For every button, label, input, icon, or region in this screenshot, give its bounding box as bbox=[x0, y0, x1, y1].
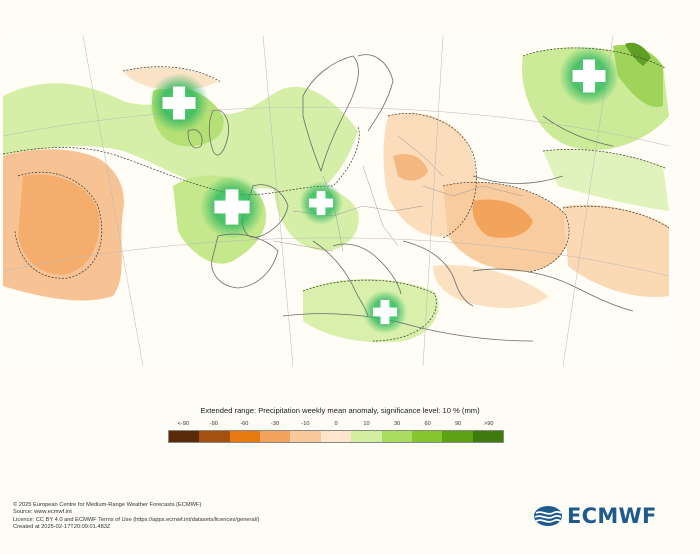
legend-tick-label: 90 bbox=[455, 421, 462, 427]
plus-marker-icon bbox=[559, 46, 619, 106]
legend-tick-label: -10 bbox=[301, 421, 310, 427]
coastlines bbox=[187, 54, 634, 342]
credits-source: Source: www.ecmwf.int bbox=[13, 509, 72, 516]
credits: © 2025 European Centre for Medium-Range … bbox=[13, 502, 259, 531]
legend-ticks: <-90 -90 -60 -30 -10 0 10 30 60 90 >90 bbox=[168, 421, 504, 430]
legend-swatch bbox=[320, 431, 352, 442]
legend-swatch bbox=[169, 431, 200, 442]
legend-tick-label: -90 bbox=[209, 421, 218, 427]
legend-title: Extended range: Precipitation weekly mea… bbox=[200, 406, 480, 415]
plus-marker-icon bbox=[363, 290, 407, 334]
ecmwf-logo: ECMWF bbox=[533, 504, 657, 528]
legend-swatch bbox=[381, 431, 412, 442]
map-canvas bbox=[3, 36, 669, 366]
ecmwf-logo-text: ECMWF bbox=[567, 504, 657, 528]
legend-swatch bbox=[229, 431, 261, 442]
wet-anomaly-areas bbox=[3, 42, 669, 343]
legend-swatch bbox=[411, 431, 443, 442]
plus-marker-icon bbox=[299, 181, 343, 225]
legend-swatch bbox=[260, 431, 291, 442]
plus-marker-icon bbox=[149, 73, 209, 133]
legend-tick-label: 10 bbox=[363, 421, 370, 427]
legend-tick-label: 60 bbox=[424, 421, 431, 427]
legend-tick-label: -60 bbox=[240, 421, 249, 427]
plus-marker-icon bbox=[200, 175, 264, 239]
legend-tick-label: -30 bbox=[270, 421, 279, 427]
markers-layer bbox=[149, 46, 619, 334]
ecmwf-wave-icon bbox=[534, 506, 562, 526]
legend-swatch bbox=[290, 431, 321, 442]
dry-anomaly-areas bbox=[3, 67, 669, 308]
legend-swatch bbox=[351, 431, 382, 442]
credits-licence: Licence: CC BY 4.0 and ECMWF Terms of Us… bbox=[13, 516, 260, 523]
legend-tick-label: 0 bbox=[334, 421, 338, 427]
precipitation-anomaly-map bbox=[3, 36, 669, 366]
legend: Extended range: Precipitation weekly mea… bbox=[168, 406, 504, 443]
legend-tick-label: <-90 bbox=[177, 421, 189, 427]
legend-colorbar bbox=[168, 430, 504, 443]
legend-swatch bbox=[472, 431, 503, 442]
legend-swatch bbox=[199, 431, 230, 442]
credits-copyright: © 2025 European Centre for Medium-Range … bbox=[13, 502, 202, 508]
legend-tick-label: >90 bbox=[483, 421, 494, 427]
legend-swatch bbox=[442, 431, 473, 442]
legend-tick-label: 30 bbox=[393, 421, 401, 427]
credits-created: Created at 2025-02-17T20:09:01.483Z bbox=[13, 523, 111, 530]
